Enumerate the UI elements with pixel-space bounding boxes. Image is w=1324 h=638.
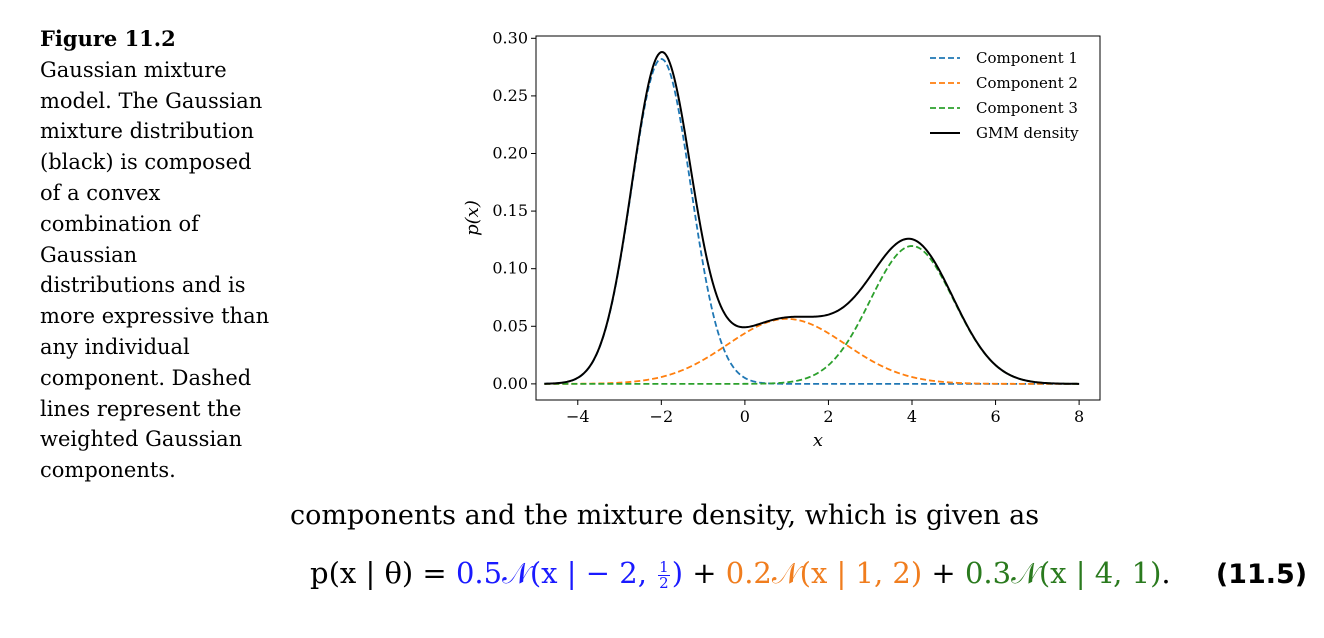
equation-term-1: 0.5𝒩(x | − 2, 1 2)	[456, 556, 692, 590]
y-tick-label: 0.05	[492, 316, 528, 335]
gmm-chart: −4 −2 0 2 4 6 8 0.00 0.05 0.10 0.15 0.20 0.25 0.30 C…	[462, 28, 1101, 451]
equation-11-5: p(x | θ) = 0.5𝒩(x | − 2, 1 2) + 0.2𝒩(x | …	[310, 556, 1307, 591]
y-tick-label: 0.10	[492, 259, 528, 278]
legend-label: GMM density	[976, 124, 1079, 142]
x-tick-label: 0	[740, 407, 750, 426]
series-line-component-2	[544, 317, 1080, 385]
series-lines	[544, 50, 1080, 385]
figure-label: Figure 11.2	[40, 26, 176, 51]
y-tick-label: 0.30	[492, 28, 528, 47]
equation-lhs: p(x | θ) =	[310, 556, 447, 590]
x-tick-label: −2	[650, 407, 674, 426]
y-tick-label: 0.00	[492, 374, 528, 393]
plus-sign-1: +	[692, 556, 717, 590]
body-paragraph: components and the mixture density, whic…	[290, 500, 1040, 531]
y-tick-label: 0.25	[492, 86, 528, 105]
series-line-component-3	[544, 245, 1080, 385]
frac-numerator: 1	[658, 557, 670, 576]
legend-label: Component 3	[976, 99, 1078, 117]
series-line-gmm-density	[544, 50, 1080, 385]
equation-period: .	[1161, 556, 1171, 590]
figure-caption: Figure 11.2 Gaussian mixture model. The …	[40, 24, 270, 486]
equation-term-2: 0.2𝒩(x | 1, 2)	[725, 556, 923, 590]
x-tick-label: 8	[1074, 407, 1084, 426]
plus-sign-2: +	[931, 556, 956, 590]
legend-label: Component 1	[976, 49, 1078, 67]
caption-text: Gaussian mixture model. The Gaussian mix…	[40, 57, 270, 483]
x-axis-label: x	[813, 430, 823, 451]
equation-number: (11.5)	[1215, 559, 1308, 590]
term1-close: )	[671, 556, 684, 590]
x-tick-label: 6	[990, 407, 1000, 426]
y-axis-label: p(x)	[462, 200, 483, 236]
term1-coef: 0.5𝒩	[455, 556, 530, 590]
plot-frame	[535, 35, 1101, 401]
y-tick-label: 0.20	[492, 143, 528, 162]
y-axis: 0.00 0.05 0.10 0.15 0.20 0.25 0.30	[492, 28, 536, 393]
x-tick-label: 4	[907, 407, 917, 426]
term1-args: (x | − 2,	[529, 556, 647, 590]
frac-denominator: 2	[659, 573, 669, 592]
x-axis: −4 −2 0 2 4 6 8	[566, 400, 1084, 426]
legend-label: Component 2	[976, 74, 1078, 92]
x-tick-label: −4	[566, 407, 590, 426]
y-tick-label: 0.15	[492, 201, 528, 220]
equation-term-3: 0.3𝒩(x | 4, 1)	[964, 556, 1162, 590]
legend: Component 1 Component 2 Component 3 GMM den…	[930, 49, 1079, 142]
x-tick-label: 2	[823, 407, 833, 426]
